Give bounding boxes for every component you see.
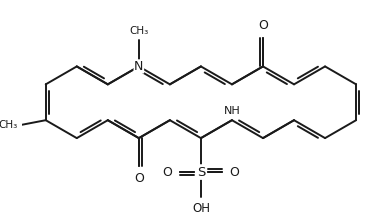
Text: O: O bbox=[258, 19, 268, 32]
Text: NH: NH bbox=[223, 106, 240, 116]
Text: OH: OH bbox=[192, 202, 210, 215]
Text: CH₃: CH₃ bbox=[129, 26, 149, 36]
Text: O: O bbox=[134, 172, 144, 185]
Text: CH₃: CH₃ bbox=[0, 120, 17, 130]
Text: N: N bbox=[134, 60, 144, 73]
Text: O: O bbox=[163, 165, 173, 179]
Text: S: S bbox=[197, 165, 205, 179]
Text: O: O bbox=[229, 165, 239, 179]
